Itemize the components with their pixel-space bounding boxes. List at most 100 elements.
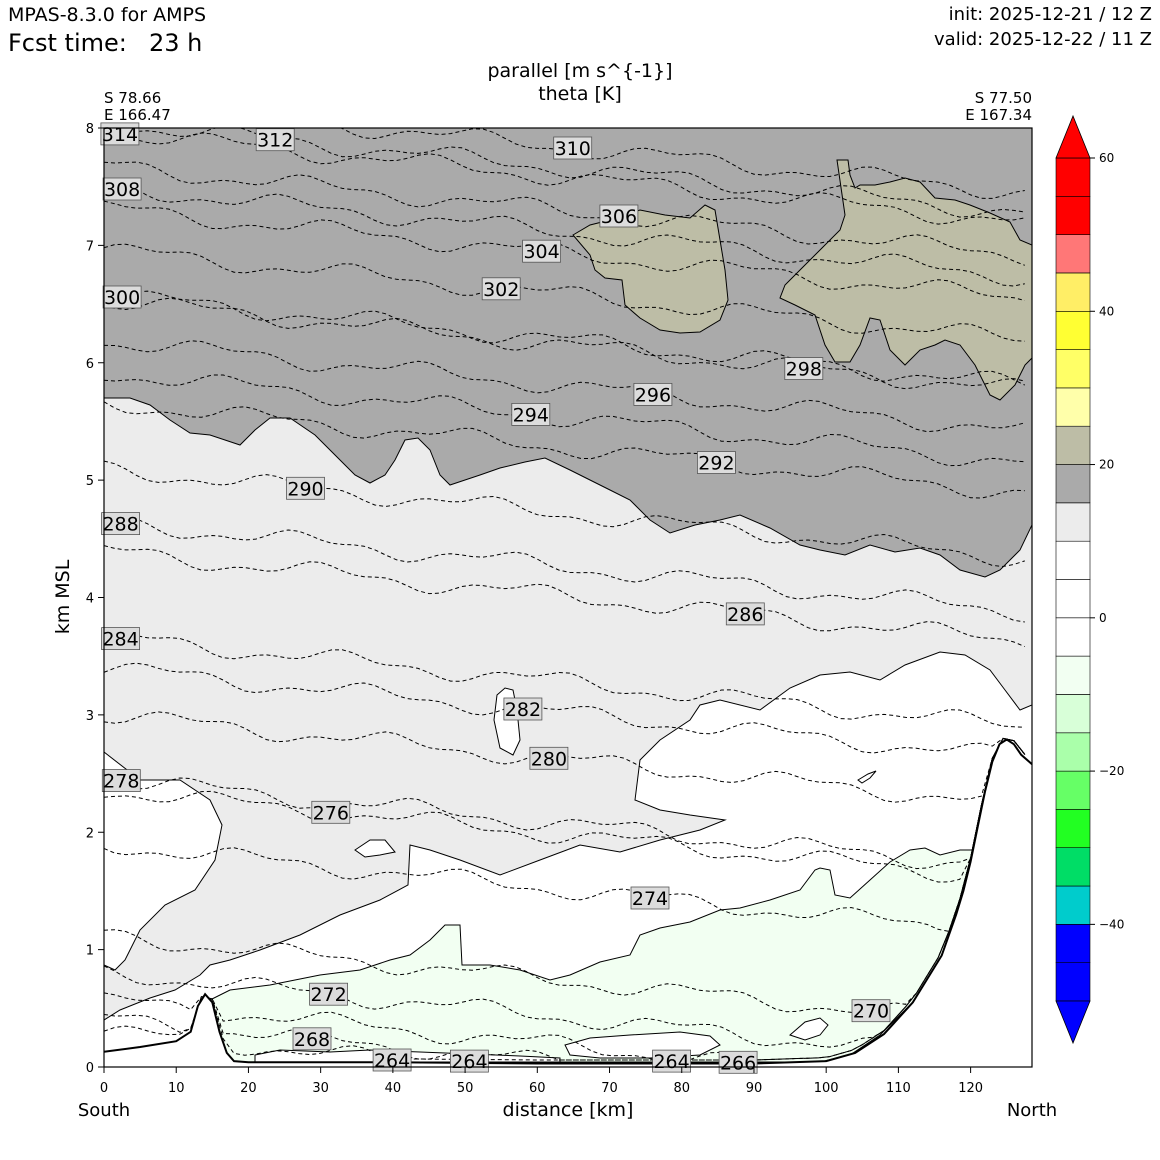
theta-contour-302 [104,243,1025,342]
theta-label-box [630,886,670,910]
theta-label-box [522,239,561,263]
colorbar-segment [1055,694,1091,734]
colorbar-tick-label: 20 [1099,458,1114,472]
theta-label-text: 294 [513,404,549,426]
x-tick-label: 40 [385,1081,402,1096]
x-tick-label: 90 [746,1081,763,1096]
theta-label-text: 270 [853,1001,889,1023]
colorbar-segment [1055,387,1091,427]
colorbar-segment [1055,579,1091,619]
colorbar-tick-label: 0 [1099,611,1107,625]
theta-label-text: 266 [720,1052,756,1074]
theta-label-text: 290 [287,478,323,500]
theta-label: 264 [372,1048,412,1072]
theta-label: 306 [599,204,639,228]
theta-label: 268 [292,1027,332,1051]
theta-label: 312 [255,128,295,152]
theta-contour-288 [104,516,1025,623]
theta-contour-304 [104,200,1025,301]
theta-label: 292 [697,451,736,475]
theta-label: 302 [481,277,521,301]
theta-contour-268 [104,737,1026,1061]
colorbar-segment [1055,924,1091,964]
theta-label-text: 284 [102,629,138,651]
forecast-time-label: Fcst time: [8,29,127,57]
theta-label-box [481,277,521,301]
theta-label-box [102,285,142,309]
theta-contour-280 [104,711,1026,803]
theta-contour-308 [104,180,1025,287]
theta-label-text: 276 [313,802,349,824]
colorbar-segment [1055,732,1091,772]
theta-contour-292 [104,401,1025,499]
theta-contour-276 [104,737,1026,883]
colorbar-segment [1055,809,1091,849]
colorbar-segment [1055,310,1091,350]
colorbar-tick-label: 40 [1099,304,1114,318]
theta-label: 314 [100,122,140,146]
y-tick-label: 7 [86,239,94,254]
init-time: init: 2025-12-21 / 12 Z [948,4,1152,25]
theta-contour-274 [104,737,1026,932]
theta-label-text: 306 [601,206,637,228]
colorbar-segment [1055,770,1091,810]
theta-contour-296 [104,340,1025,433]
theta-label-box [255,128,295,152]
theta-label-text: 282 [505,699,541,721]
theta-label-box [292,1027,332,1051]
wind-region-jet-core-2 [779,159,1032,401]
x-axis-ticks: 0 10 20 30 40 50 60 70 80 90 100 110 120 [100,1067,983,1096]
theta-label-text: 310 [555,138,591,160]
theta-label-text: 264 [374,1050,410,1072]
y-tick-label: 3 [86,709,94,724]
theta-contour-286 [104,545,1025,648]
theta-label-box [503,697,543,721]
x-tick-label: 120 [958,1081,983,1096]
colorbar-segment [1055,540,1091,580]
y-tick-label: 0 [86,1061,94,1076]
theta-label: 298 [784,357,824,381]
x-tick-label: 0 [100,1081,108,1096]
theta-label: 280 [529,746,569,770]
end-lat: S 77.50 [974,89,1032,107]
chart-subtitle: theta [K] [538,83,622,105]
x-tick-label: 30 [312,1081,329,1096]
theta-label-text: 296 [635,384,671,406]
colorbar-over-arrow [1055,114,1091,159]
theta-label-box [102,177,142,201]
theta-contour-272 [104,737,1026,1048]
theta-label: 278 [101,769,141,793]
theta-contour-294 [104,374,1025,467]
theta-label: 290 [286,476,325,500]
colorbar-segment [1055,655,1091,695]
terrain-line [104,738,1032,1065]
chart-title: parallel [m s^{-1}] [487,60,673,82]
theta-label: 304 [522,239,561,263]
model-title: MPAS-8.3.0 for AMPS [8,4,207,26]
theta-label: 296 [633,382,673,406]
theta-contour-300 [104,290,1026,386]
colorbar: 60 40 20 0 −20 −40 [1055,114,1124,1045]
theta-label-box [511,402,551,426]
colorbar-tick-label: 60 [1099,151,1114,165]
theta-label-text: 274 [632,888,668,910]
colorbar-segment [1055,349,1091,389]
theta-label: 276 [311,800,351,824]
theta-label: 286 [725,602,765,626]
theta-label: 266 [718,1050,758,1074]
theta-label-text: 292 [698,453,734,475]
theta-label-box [286,476,325,500]
theta-label-text: 302 [483,279,519,301]
colorbar-segment [1055,157,1091,197]
theta-label-box [309,982,349,1006]
theta-label-box [311,800,351,824]
colorbar-segment [1055,962,1091,1002]
theta-label-text: 314 [102,124,138,146]
x-tick-label: 80 [673,1081,690,1096]
y-tick-label: 6 [86,357,94,372]
theta-label: 288 [101,512,140,536]
wind-region-jet-core-1 [572,204,729,334]
x-tick-label: 110 [886,1081,911,1096]
south-end-label: South [77,1100,131,1121]
